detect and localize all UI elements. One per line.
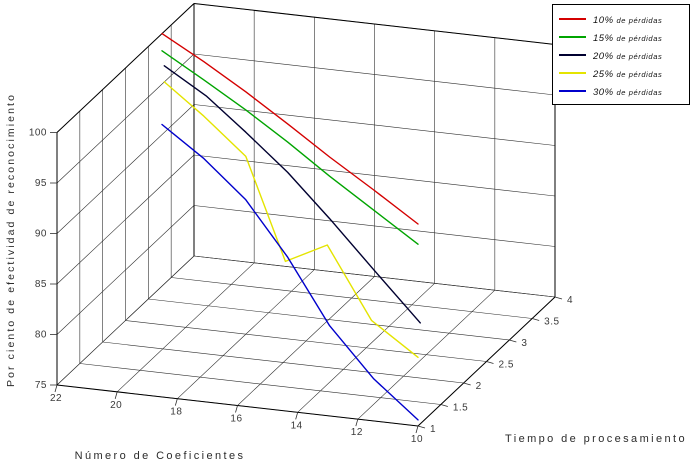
legend-item: 30% de pérdidas (559, 82, 683, 100)
z-tick-label: 95 (35, 178, 47, 189)
y-tick-label: 4 (567, 295, 573, 306)
series-line (161, 32, 419, 225)
legend-item: 15% de pérdidas (559, 28, 683, 46)
y-tick-mark (486, 361, 494, 364)
legend-item: 10% de pérdidas (559, 10, 683, 28)
x-tick-mark (235, 405, 238, 413)
x-tick-label: 18 (170, 407, 182, 418)
y-tick-label: 1.5 (453, 403, 468, 414)
legend-line-sample (559, 54, 586, 56)
legend-line-sample (559, 90, 586, 92)
grid-lines (56, 3, 556, 427)
series-line (161, 123, 419, 421)
y-tick-mark (509, 339, 517, 343)
y-tick-mark (463, 382, 471, 386)
grid-line-backwall-z (193, 104, 556, 146)
axis-edge (193, 3, 556, 45)
x-axis-title: Número de Coeficientes (75, 450, 246, 462)
legend-item: 25% de pérdidas (559, 64, 683, 82)
series-line (161, 50, 419, 245)
z-tick-label: 90 (35, 229, 47, 240)
x-tick-label: 10 (411, 434, 423, 445)
grid-line-leftwall-z (56, 104, 195, 234)
z-tick-label: 80 (35, 330, 47, 341)
grid-line-backwall-z (193, 255, 556, 298)
y-tick-mark (532, 318, 540, 321)
axis-edge (417, 296, 556, 427)
x-tick-mark (174, 398, 178, 406)
x-tick-mark (295, 412, 299, 420)
x-tick-label: 12 (351, 427, 363, 438)
legend-line-sample (559, 36, 586, 38)
x-tick-mark (355, 419, 359, 427)
grid-line-floor-y (79, 363, 441, 405)
legend: 10% de pérdidas 15% de pérdidas 20% de pérdid… (552, 4, 690, 105)
grid-line-leftwall-z (56, 53, 195, 184)
y-tick-mark (554, 296, 563, 300)
y-tick-label: 2 (476, 381, 482, 392)
legend-label: 15% de pérdidas (593, 33, 663, 44)
tick-marks-and-labels: 75 80 85 90 95 100 22 20 18 16 14 12 10 1 1.5 2 2.5 3 3.5 4 (29, 128, 573, 446)
y-axis-title: Tiempo de procesamiento (505, 433, 687, 445)
z-tick-label: 75 (35, 380, 47, 391)
grid-line-leftwall-z (56, 255, 195, 386)
data-series-lines (161, 32, 421, 421)
series-line (163, 81, 419, 358)
z-axis-title: Por ciento de efectividad de reconocimie… (5, 93, 17, 387)
legend-line-sample (559, 72, 586, 74)
grid-line-floor-y (102, 341, 464, 384)
axis-edge (56, 3, 195, 133)
grid-line-leftwall-z (56, 205, 195, 335)
x-tick-label: 20 (110, 400, 122, 411)
x-tick-label: 22 (50, 393, 62, 404)
grid-line-leftwall-z (56, 154, 195, 285)
y-tick-label: 3 (521, 338, 527, 349)
legend-label: 20% de pérdidas (593, 51, 663, 62)
legend-label: 30% de pérdidas (593, 87, 663, 98)
x-tick-label: 14 (291, 420, 303, 431)
x-tick-label: 16 (230, 414, 242, 425)
x-tick-mark (415, 425, 419, 434)
y-tick-label: 1 (430, 424, 436, 435)
series-line (163, 65, 421, 324)
legend-label: 25% de pérdidas (593, 69, 663, 80)
legend-label: 10% de pérdidas (593, 15, 663, 26)
y-tick-label: 2.5 (498, 360, 513, 371)
grid-line-floor-y (148, 298, 510, 341)
legend-item: 20% de pérdidas (559, 46, 683, 64)
z-tick-label: 100 (29, 128, 47, 139)
y-tick-mark (440, 404, 448, 407)
grid-line-backwall-z (193, 53, 556, 96)
grid-line-floor-y (125, 320, 487, 362)
legend-line-sample (559, 18, 586, 20)
y-tick-label: 3.5 (544, 317, 559, 328)
grid-line-floor-y (171, 277, 533, 319)
grid-line-backwall-z (193, 154, 556, 197)
y-tick-mark (417, 425, 426, 429)
x-tick-mark (54, 384, 58, 393)
x-tick-mark (114, 391, 118, 399)
z-tick-label: 85 (35, 279, 47, 290)
